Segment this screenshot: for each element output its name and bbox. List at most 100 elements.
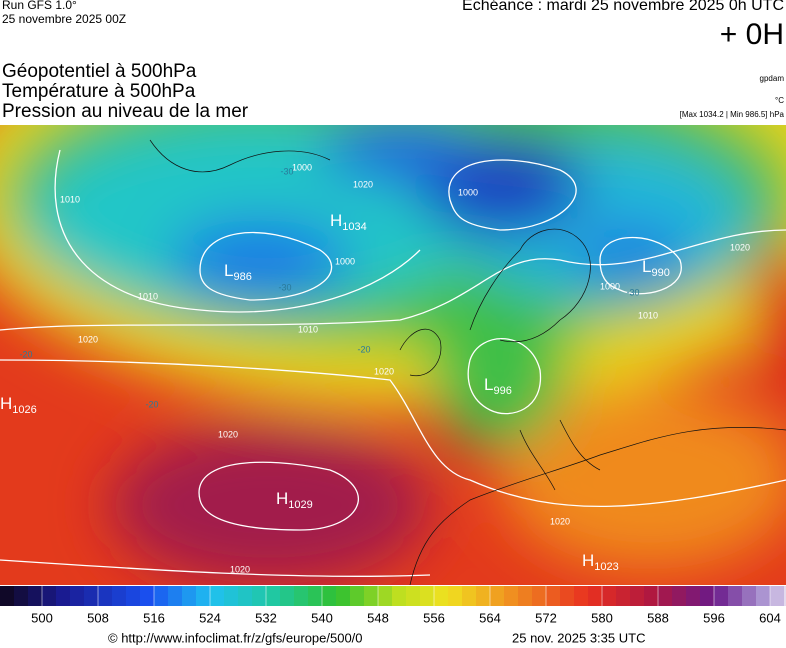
pressure-center: L986 <box>224 261 252 282</box>
colorbar-label: 588 <box>647 610 669 625</box>
colorbar-swatch <box>70 586 85 606</box>
contour-label: 1010 <box>638 310 658 320</box>
contour-label: 1020 <box>374 366 394 376</box>
colorbar-swatch <box>770 586 785 606</box>
contour-label: 1020 <box>218 429 238 439</box>
colorbar-swatch <box>84 586 99 606</box>
contour-label: 1000 <box>292 162 312 172</box>
colorbar-label: 532 <box>255 610 277 625</box>
contour-label: 1020 <box>230 564 250 574</box>
colorbar-swatch <box>280 586 295 606</box>
center-value: 986 <box>233 271 251 283</box>
contour-label: 1010 <box>298 324 318 334</box>
contour-label: -30 <box>626 287 639 297</box>
colorbar-swatch <box>448 586 463 606</box>
colorbar-label: 516 <box>143 610 165 625</box>
colorbar-label: 508 <box>87 610 109 625</box>
colorbar-swatch <box>266 586 281 606</box>
colorbar-swatch <box>504 586 519 606</box>
pressure-center: H1034 <box>330 211 367 232</box>
colorbar-swatch <box>700 586 715 606</box>
center-kind: H <box>276 489 288 508</box>
legend-line: Température à 500hPa <box>2 81 196 102</box>
colorbar-swatch <box>616 586 631 606</box>
contour-label: -30 <box>280 166 293 176</box>
colorbar-label: 524 <box>199 610 221 625</box>
colorbar-swatch <box>476 586 491 606</box>
colorbar-swatch <box>420 586 435 606</box>
colorbar-swatch <box>532 586 547 606</box>
isobars <box>0 149 786 577</box>
colorbar-label: 564 <box>479 610 501 625</box>
colorbar-label: 500 <box>31 610 53 625</box>
colorbar-swatch <box>658 586 673 606</box>
colorbar-swatch <box>98 586 113 606</box>
center-value: 1023 <box>594 561 618 573</box>
colorbar-swatch <box>588 586 603 606</box>
colorbar-swatch <box>714 586 729 606</box>
contour-label: 1000 <box>458 187 478 197</box>
colorbar-swatch <box>294 586 309 606</box>
colorbar-swatch <box>168 586 183 606</box>
field <box>0 125 786 585</box>
pressure-center: H1026 <box>0 394 37 415</box>
colorbar-swatch <box>644 586 659 606</box>
lead-time: + 0H <box>719 18 784 51</box>
colorbar-swatch <box>140 586 155 606</box>
colorbar-label: 596 <box>703 610 725 625</box>
colorbar-label: 556 <box>423 610 445 625</box>
center-kind: L <box>224 261 233 280</box>
center-value: 1034 <box>342 221 366 233</box>
run-date: 25 novembre 2025 00Z <box>2 12 127 26</box>
colorbar-swatch <box>574 586 589 606</box>
unit-temp: °C <box>775 96 784 105</box>
colorbar-swatch <box>224 586 239 606</box>
colorbar-swatch <box>238 586 253 606</box>
colorbar-swatch <box>112 586 127 606</box>
unit-geo: gpdam <box>759 74 784 83</box>
colorbar-swatch <box>602 586 617 606</box>
contour-label: 1020 <box>730 242 750 252</box>
colorbar-swatch <box>336 586 351 606</box>
center-kind: H <box>0 394 12 413</box>
colorbar-swatch <box>686 586 701 606</box>
colorbar-swatch <box>392 586 407 606</box>
colorbar-label: 548 <box>367 610 389 625</box>
pressure-center: L990 <box>642 257 670 278</box>
colorbar-swatch <box>0 586 15 606</box>
contour-label: 1000 <box>600 281 620 291</box>
colorbar-swatch <box>364 586 379 606</box>
colorbar-swatch <box>196 586 211 606</box>
colorbar-swatch <box>630 586 645 606</box>
center-kind: L <box>484 375 493 394</box>
contour-label: 1000 <box>335 256 355 266</box>
colorbar-swatch <box>672 586 687 606</box>
center-value: 1026 <box>12 404 36 416</box>
legend-line: Géopotentiel à 500hPa <box>2 61 197 82</box>
contour-label: 1010 <box>138 291 158 301</box>
colorbar-swatch <box>490 586 505 606</box>
coastlines <box>149 139 786 585</box>
colorbar-swatch <box>728 586 743 606</box>
footer-source: © http://www.infoclimat.fr/z/gfs/europe/… <box>108 630 363 645</box>
colorbar-swatch <box>308 586 323 606</box>
center-value: 996 <box>493 385 511 397</box>
colorbar-swatch <box>56 586 71 606</box>
colorbar-swatch <box>182 586 197 606</box>
colorbar-swatch <box>28 586 43 606</box>
contour-label: 1020 <box>550 516 570 526</box>
pressure-center: H1029 <box>276 489 313 510</box>
contour-label: -30 <box>278 282 291 292</box>
colorbar-swatch <box>784 586 786 606</box>
colorbar-swatch <box>406 586 421 606</box>
colorbar-swatch <box>518 586 533 606</box>
contour-label: -20 <box>19 349 32 359</box>
contour-label: -20 <box>357 344 370 354</box>
colorbar-swatch <box>210 586 225 606</box>
colorbar-swatch <box>756 586 771 606</box>
colorbar-swatch <box>322 586 337 606</box>
colorbar-swatch <box>126 586 141 606</box>
colorbar-label: 540 <box>311 610 333 625</box>
colorbar-swatch <box>742 586 757 606</box>
colorbar-label: 604 <box>759 610 781 625</box>
